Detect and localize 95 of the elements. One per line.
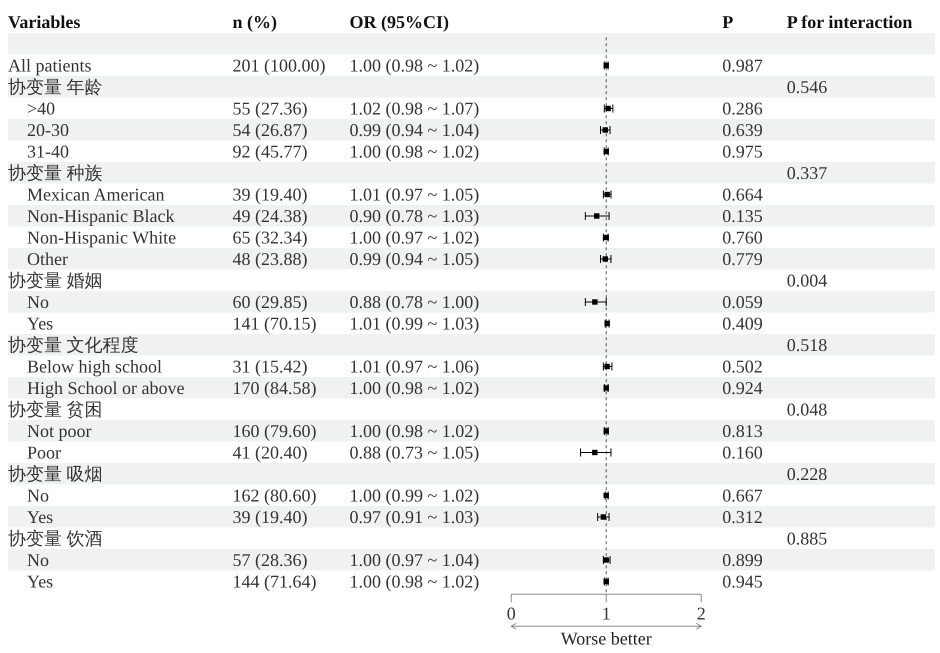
category-label: 协变量 饮酒 [8,528,102,548]
text: 1.00 (0.98 ~ 1.02) [349,421,480,441]
text: 0.312 [722,507,763,527]
text: 0.813 [722,421,763,441]
category-label: Non-Hispanic White [27,228,176,248]
text: 55 (27.36) [232,98,308,118]
text: 1.00 (0.97 ~ 1.02) [349,228,480,248]
category-label: 协变量 吸烟 [8,464,102,484]
text: 0.639 [722,120,763,140]
text: 39 (19.40) [232,507,308,527]
text: 0.664 [722,184,763,204]
text: 0.99 (0.94 ~ 1.05) [349,249,480,269]
text: 1.00 (0.97 ~ 1.04) [349,550,480,570]
text: 0.945 [722,572,763,592]
category-label: 20-30 [27,120,69,140]
category-label: Yes [27,314,54,334]
category-label: 协变量 文化程度 [8,335,138,355]
text: 49 (24.38) [232,206,308,226]
category-label: n (%) [232,12,277,32]
category-label: All patients [8,56,92,76]
text: 0.779 [722,249,763,269]
text: 141 (70.15) [232,314,316,334]
text: 0.987 [722,56,763,76]
text: 1.02 (0.98 ~ 1.07) [349,98,480,118]
text: 162 (80.60) [232,486,316,506]
text: 160 (79.60) [232,421,316,441]
category-label: 协变量 年龄 [8,77,102,97]
text: 201 (100.00) [232,56,326,76]
text: 1.00 (0.99 ~ 1.02) [349,486,480,506]
category-label: P for interaction [786,12,912,32]
category-label: >40 [27,98,56,118]
text: 170 (84.58) [232,378,316,398]
text: 92 (45.77) [232,142,308,162]
x-tick-label: 2 [696,603,706,624]
category-label: P [722,12,734,32]
x-axis-title: Worse better [560,628,652,648]
category-label: 协变量 婚姻 [8,270,102,290]
text: 41 (20.40) [232,442,308,462]
text: 0.409 [722,314,763,334]
text: 1.00 (0.98 ~ 1.02) [349,572,480,592]
category-label: No [27,486,49,506]
text: 0.667 [722,486,763,506]
text: 0.518 [786,335,828,355]
x-tick-label: 1 [602,603,611,624]
text: 1.01 (0.99 ~ 1.03) [349,314,480,334]
text: 60 (29.85) [232,292,308,312]
text: 0.885 [786,528,828,548]
text: 0.975 [722,142,763,162]
category-label: Yes [27,572,54,592]
text: 0.760 [722,228,763,248]
text: 1.00 (0.98 ~ 1.02) [349,378,480,398]
text: 0.88 (0.78 ~ 1.00) [349,292,480,312]
text: 57 (28.36) [232,550,308,570]
text: 31 (15.42) [232,356,308,376]
text: 48 (23.88) [232,249,308,269]
text: 0.048 [786,400,828,420]
category-label: Not poor [27,421,92,441]
text: 0.502 [722,356,763,376]
category-label: Other [27,249,68,269]
text: 0.160 [722,442,763,462]
category-label: No [27,550,49,570]
text: 54 (26.87) [232,120,308,140]
text: 1.01 (0.97 ~ 1.05) [349,184,480,204]
category-label: No [27,292,49,312]
category-label: 31-40 [27,142,69,162]
text: 144 (71.64) [232,572,316,592]
text: 0.97 (0.91 ~ 1.03) [349,507,480,527]
category-label: 协变量 种族 [8,163,102,183]
text: 0.924 [722,378,763,398]
text: 1.00 (0.98 ~ 1.02) [349,142,480,162]
category-label: Below high school [27,356,162,376]
text: 65 (32.34) [232,228,308,248]
category-label: Non-Hispanic Black [27,206,174,226]
text: 0.88 (0.73 ~ 1.05) [349,442,480,462]
text: 0.546 [786,77,828,97]
text: 0.90 (0.78 ~ 1.03) [349,206,480,226]
category-label: OR (95%CI) [349,12,449,32]
x-tick-label: 0 [506,603,516,624]
text: Variables [8,12,80,32]
text: 0.99 (0.94 ~ 1.04) [349,120,480,140]
text: 0.899 [722,550,763,570]
category-label: 协变量 贫困 [8,400,102,420]
text: 39 (19.40) [232,184,308,204]
text: 0.059 [722,292,763,312]
category-label: Mexican American [27,184,164,204]
text: 0.135 [722,206,763,226]
text: 0.286 [722,98,763,118]
text: 0.004 [786,270,828,290]
text: 0.337 [786,163,828,183]
text: 1.00 (0.98 ~ 1.02) [349,56,480,76]
text: 0.228 [786,464,828,484]
category-label: High School or above [27,378,184,398]
category-label: Yes [27,507,54,527]
text: 1.01 (0.97 ~ 1.06) [349,356,480,376]
category-label: Poor [27,442,62,462]
